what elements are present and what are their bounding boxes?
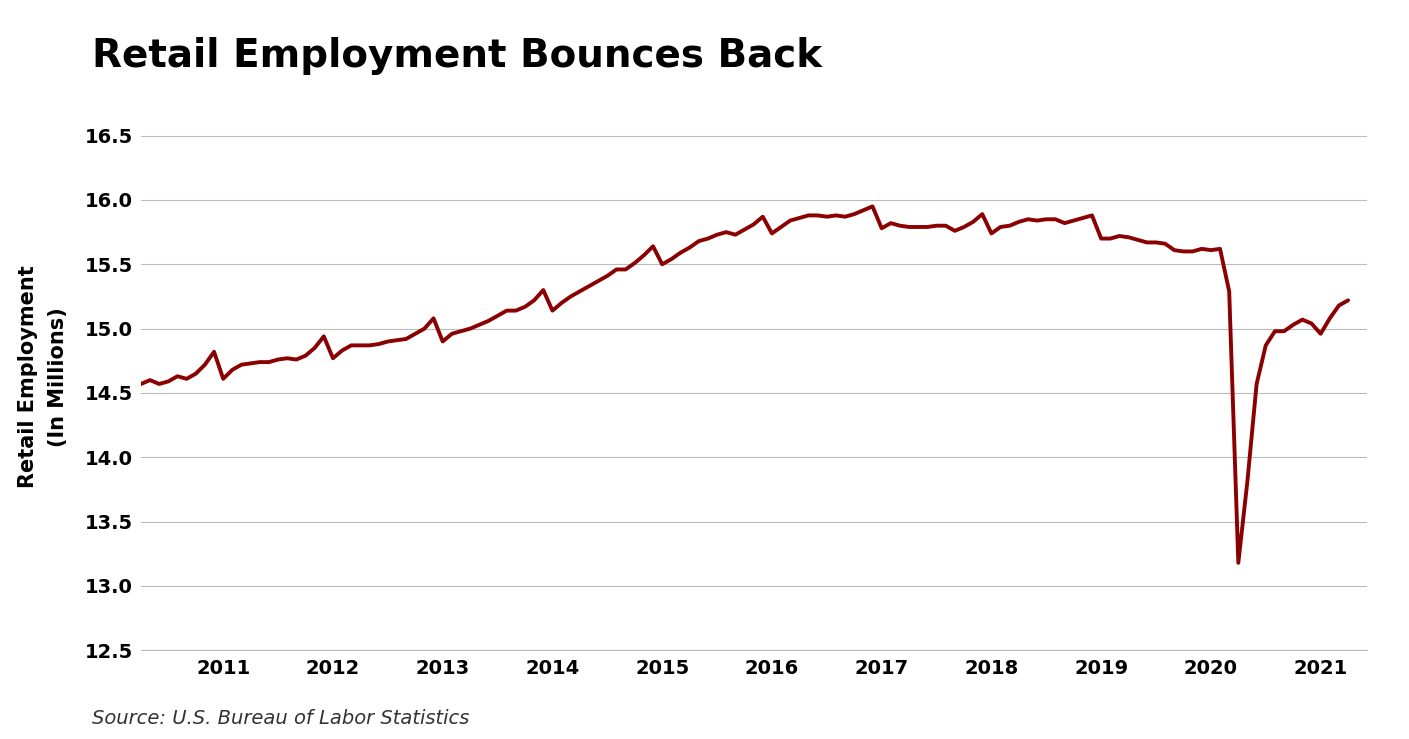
- Y-axis label: Retail Employment
(In Millions): Retail Employment (In Millions): [18, 265, 68, 488]
- Text: Retail Employment Bounces Back: Retail Employment Bounces Back: [92, 37, 821, 75]
- Text: Source: U.S. Bureau of Labor Statistics: Source: U.S. Bureau of Labor Statistics: [92, 709, 469, 728]
